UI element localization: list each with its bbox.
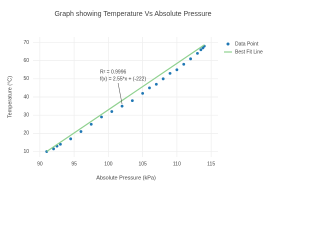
x-tick-label: 110 xyxy=(173,161,181,167)
chart-title: Graph showing Temperature Vs Absolute Pr… xyxy=(54,11,211,18)
y-tick-label: 50 xyxy=(23,76,29,82)
y-tick-label: 70 xyxy=(23,40,29,46)
data-point xyxy=(110,110,114,113)
data-point xyxy=(168,71,172,75)
annotation-arrow xyxy=(117,82,123,105)
legend-label: Data Point xyxy=(235,41,259,47)
annotation: R² = 0.9996 xyxy=(100,69,126,75)
data-point xyxy=(196,51,199,55)
x-tick-label: 90 xyxy=(37,161,43,167)
data-point xyxy=(154,82,158,86)
chart: Graph showing Temperature Vs Absolute Pr… xyxy=(7,11,263,182)
data-point xyxy=(59,142,62,146)
legend-swatch xyxy=(226,42,230,46)
y-tick-label: 40 xyxy=(23,94,29,100)
y-tick-label: 30 xyxy=(23,113,29,119)
x-tick-label: 105 xyxy=(138,161,147,167)
data-point xyxy=(79,130,83,133)
x-tick-label: 100 xyxy=(104,161,113,167)
data-point xyxy=(89,122,93,126)
y-tick-label: 10 xyxy=(23,149,29,155)
data-point xyxy=(141,91,145,95)
annotation: f(x) = 2.55*x + (-222) xyxy=(100,76,146,82)
x-axis-label: Absolute Pressure (kPa) xyxy=(96,175,156,181)
data-point xyxy=(120,104,124,108)
y-tick-label: 60 xyxy=(23,58,29,64)
data-point xyxy=(199,48,203,52)
fit-line xyxy=(46,44,205,153)
x-tick-label: 115 xyxy=(207,161,215,167)
data-point xyxy=(161,77,165,81)
data-point xyxy=(100,115,103,119)
data-point xyxy=(148,86,151,90)
data-point xyxy=(175,68,179,72)
x-tick-label: 95 xyxy=(71,161,77,167)
data-point xyxy=(182,62,186,66)
y-tick-label: 20 xyxy=(23,131,29,137)
data-point xyxy=(189,57,192,61)
data-point xyxy=(130,99,134,103)
data-point xyxy=(69,137,73,141)
legend-label: Best Fit Line xyxy=(235,49,263,55)
y-axis-label: Temperature (°C) xyxy=(7,76,13,118)
data-point xyxy=(52,147,55,151)
